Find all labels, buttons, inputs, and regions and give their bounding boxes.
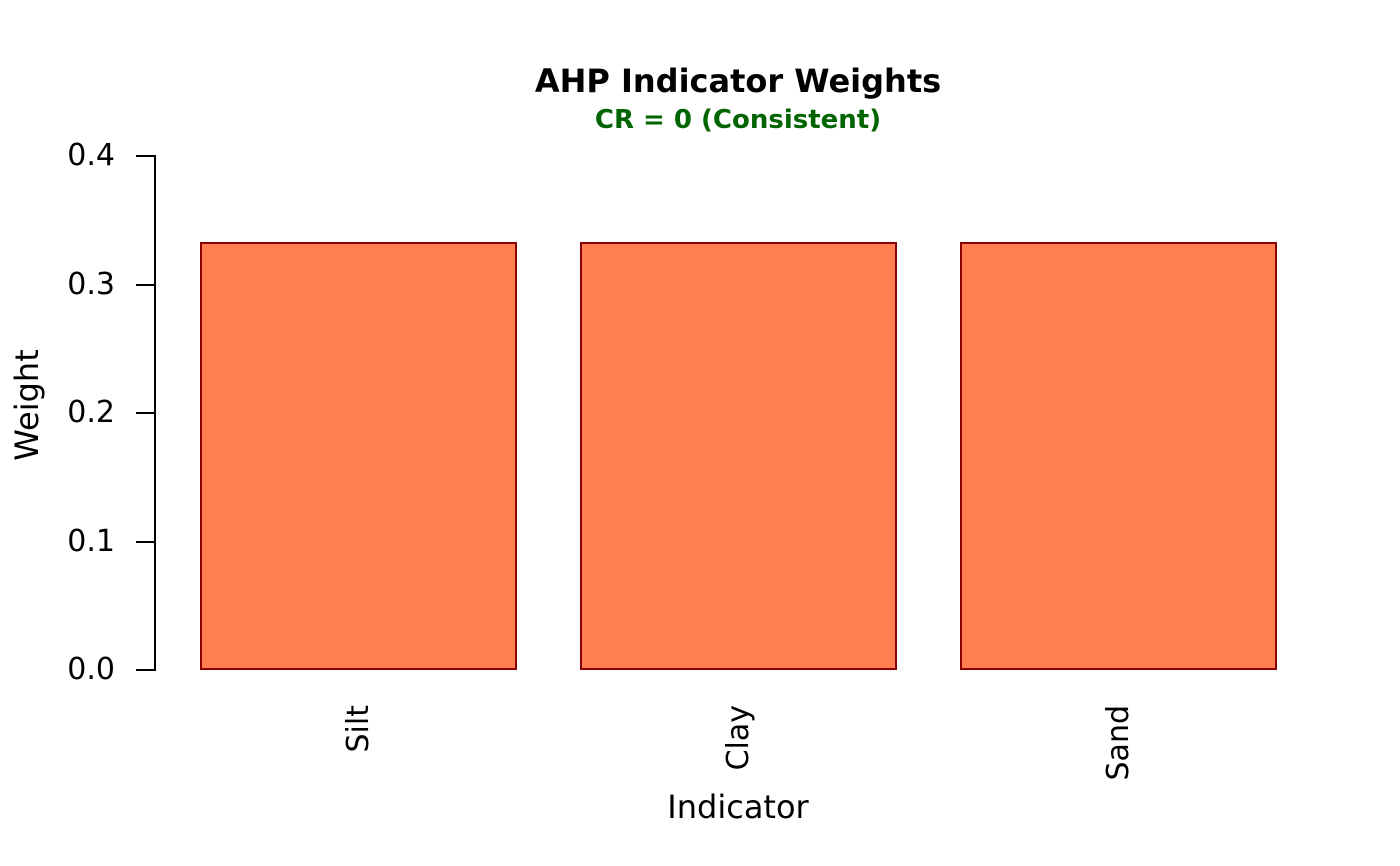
y-tick-mark [136,669,156,671]
y-tick-mark [136,412,156,414]
y-axis-label: Weight [8,349,46,461]
x-category-label-sand: Sand [1100,705,1136,781]
x-axis-label: Indicator [667,788,809,826]
y-tick-mark [136,540,156,543]
y-tick-mark [136,283,156,286]
y-tick-label: 0.1 [67,523,115,559]
y-tick-label: 0.3 [67,266,115,302]
bar-silt [200,241,517,670]
bar-clay [580,241,897,670]
x-category-label-silt: Silt [340,705,376,753]
bar-sand [960,241,1277,670]
x-category-label-clay: Clay [720,705,756,771]
y-tick-label: 0.0 [67,652,115,687]
y-tick-label: 0.2 [67,395,115,430]
y-tick-mark [136,155,156,157]
chart-title: AHP Indicator Weights [534,62,942,100]
chart-subtitle: CR = 0 (Consistent) [594,105,882,135]
y-tick-label: 0.4 [67,138,115,173]
